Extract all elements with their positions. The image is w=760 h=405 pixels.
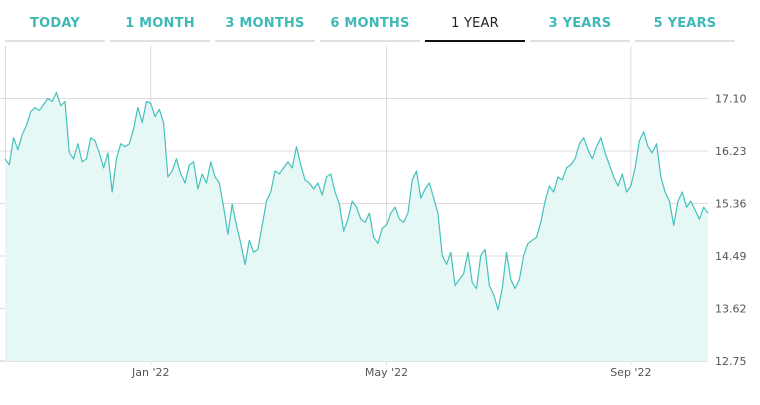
tab-6-months[interactable]: 6 MONTHS <box>320 0 420 42</box>
x-tick-label: Jan '22 <box>131 366 169 379</box>
tab-3-months[interactable]: 3 MONTHS <box>215 0 315 42</box>
tab-3-years[interactable]: 3 YEARS <box>530 0 630 42</box>
y-tick-label: 12.75 <box>715 355 747 368</box>
x-axis-labels: Jan '22 May '22 Sep '22 <box>131 366 651 379</box>
x-tick-label: Sep '22 <box>610 366 651 379</box>
y-tick-label: 14.49 <box>715 250 747 263</box>
price-line[interactable] <box>4 91 709 311</box>
price-area-fill <box>5 92 708 361</box>
y-tick-label: 13.62 <box>715 303 747 316</box>
x-tick-label: May '22 <box>365 366 408 379</box>
tab-5-years[interactable]: 5 YEARS <box>635 0 735 42</box>
timeframe-tabs: TODAY 1 MONTH 3 MONTHS 6 MONTHS 1 YEAR 3… <box>0 0 760 42</box>
y-axis-labels: 17.10 16.23 15.36 14.49 13.62 12.75 <box>715 93 747 369</box>
tab-1-year[interactable]: 1 YEAR <box>425 0 525 42</box>
tab-1-month[interactable]: 1 MONTH <box>110 0 210 42</box>
y-tick-label: 15.36 <box>715 198 747 211</box>
y-tick-label: 17.10 <box>715 93 747 106</box>
y-tick-label: 16.23 <box>715 145 747 158</box>
tab-today[interactable]: TODAY <box>5 0 105 42</box>
